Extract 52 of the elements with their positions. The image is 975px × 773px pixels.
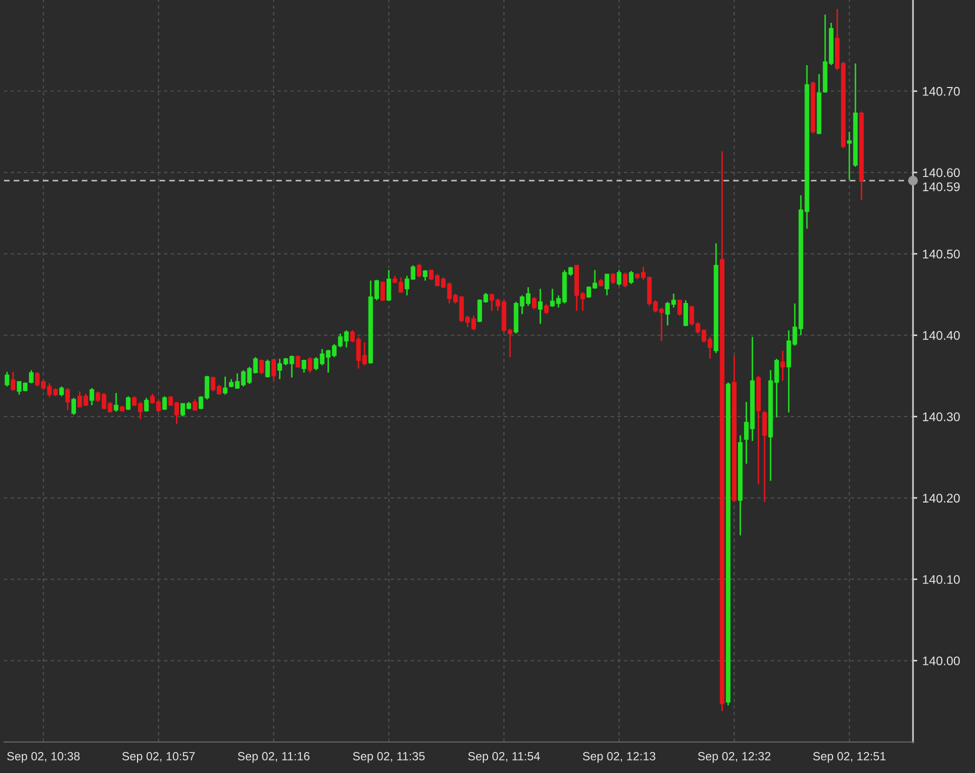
candlestick: [296, 354, 300, 368]
x-tick-label: Sep 02, 11:35: [353, 752, 425, 763]
x-tick-label: Sep 02, 11:54: [468, 752, 540, 763]
candlestick: [616, 269, 622, 286]
candlestick: [544, 304, 549, 315]
candlestick: [65, 387, 70, 411]
y-tick-label: 140.60: [922, 168, 960, 178]
candlestick: [10, 371, 16, 392]
candlestick: [308, 356, 312, 374]
candlestick: [126, 396, 131, 411]
candlestick: [762, 410, 767, 503]
candlestick: [114, 392, 118, 412]
candlestick: [259, 358, 264, 375]
candlestick: [222, 376, 228, 396]
y-tick-label: 140.30: [922, 412, 960, 422]
y-tick-label: 140.40: [922, 331, 960, 340]
candlestick: [610, 272, 616, 285]
candlestick: [192, 398, 198, 412]
candlestick: [422, 269, 428, 282]
y-tick-label: 140.00: [922, 656, 960, 666]
ref-line-label: 140.59: [922, 182, 960, 192]
candlestick: [780, 350, 786, 382]
y-tick-label: 140.20: [922, 494, 960, 503]
candlestick: [144, 397, 149, 412]
candlestick: [90, 387, 94, 406]
candlestick: [162, 396, 167, 411]
candlestick: [622, 272, 628, 288]
candlestick: [265, 358, 270, 378]
candlestick: [380, 280, 386, 302]
candlestick: [683, 300, 688, 327]
x-tick-label: Sep 02, 10:38: [7, 752, 80, 763]
candlestick: [59, 386, 64, 397]
candlestick: [386, 269, 392, 301]
x-tick-label: Sep 02, 10:57: [122, 752, 195, 763]
y-tick-label: 140.10: [922, 575, 960, 584]
candlestick: [677, 300, 682, 316]
candlestick: [271, 358, 276, 382]
y-tick-label: 140.50: [922, 250, 960, 258]
x-tick-label: Sep 02, 11:16: [238, 752, 310, 763]
candlestick: [28, 369, 34, 384]
x-tick-label: Sep 02, 12:51: [813, 752, 886, 763]
candlestick: [628, 270, 634, 285]
x-tick-label: Sep 02, 12:13: [582, 752, 656, 763]
candlestick: [302, 358, 306, 374]
candlestick: [416, 262, 422, 278]
x-tick-label: Sep 02, 12:32: [698, 752, 770, 763]
candlestick: [604, 273, 610, 296]
candlestick: [538, 288, 543, 325]
candlestick: [71, 397, 76, 416]
candlestick: [4, 371, 10, 388]
candlestick: [532, 296, 537, 310]
y-tick-label: 140.70: [922, 86, 960, 96]
